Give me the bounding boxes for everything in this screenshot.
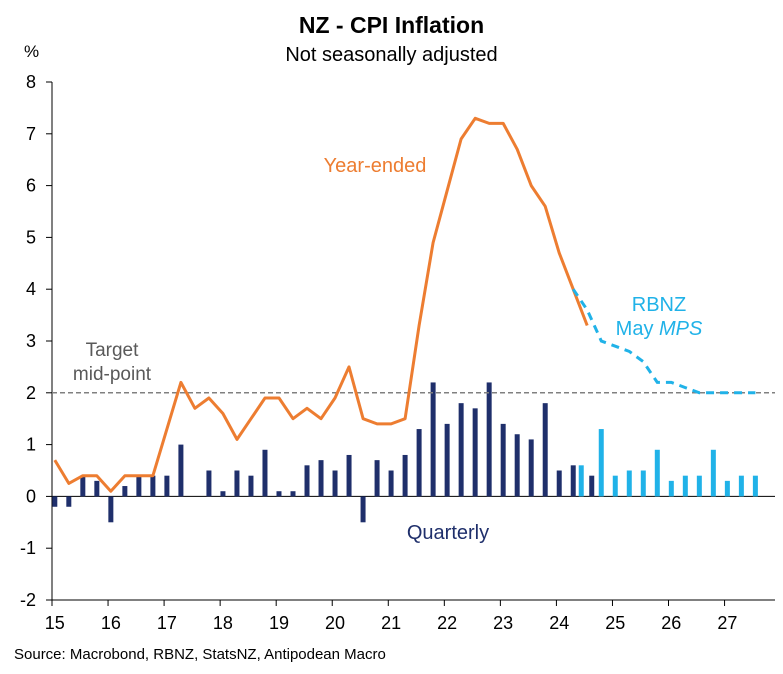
x-tick-label: 19 xyxy=(269,613,289,633)
quarterly-bar xyxy=(290,491,296,497)
quarterly-bar xyxy=(360,496,366,523)
quarterly-bar xyxy=(206,470,212,497)
x-tick-label: 17 xyxy=(157,613,177,633)
quarterly-bar xyxy=(430,382,436,497)
y-tick-label: -2 xyxy=(20,590,36,610)
quarterly-bar xyxy=(500,423,506,497)
forecast-line xyxy=(571,288,756,395)
quarterly-forecast-bar xyxy=(682,475,688,497)
x-axis: 15 16 17 18 19 20 21 22 23 24 25 26 27 xyxy=(45,495,775,633)
quarterly-bar xyxy=(80,475,86,497)
quarterly-bar xyxy=(556,470,562,497)
quarterly-forecast-bar xyxy=(710,449,716,497)
quarterly-forecast-bar xyxy=(598,429,604,497)
chart-title: NZ - CPI Inflation xyxy=(298,12,485,38)
quarterly-bar xyxy=(472,408,478,497)
quarterly-bar xyxy=(416,429,422,497)
x-tick-label: 16 xyxy=(101,613,121,633)
quarterly-forecast-bar xyxy=(696,475,702,497)
quarterly-bar xyxy=(122,486,128,497)
y-tick-label: 3 xyxy=(26,331,36,351)
target-label-line1: Target xyxy=(86,340,140,361)
quarterly-bar xyxy=(164,475,170,497)
y-tick-label: -1 xyxy=(20,538,36,558)
quarterly-bar xyxy=(220,491,226,497)
quarterly-bar xyxy=(346,454,352,497)
y-tick-label: 4 xyxy=(26,279,36,299)
quarterly-forecast-bar xyxy=(578,465,584,497)
forecast-label-line2: May MPS xyxy=(616,318,703,340)
quarterly-bar xyxy=(542,403,548,497)
quarterly-bar xyxy=(514,434,520,497)
quarterly-label: Quarterly xyxy=(407,522,489,544)
quarterly-bar xyxy=(458,403,464,497)
quarterly-bar xyxy=(444,423,450,497)
y-tick-label: 2 xyxy=(26,383,36,403)
x-tick-label: 22 xyxy=(437,613,457,633)
x-tick-label: 23 xyxy=(493,613,513,633)
quarterly-forecast-bar xyxy=(654,449,660,497)
chart-subtitle: Not seasonally adjusted xyxy=(285,44,498,66)
quarterly-forecast-bar xyxy=(752,475,758,497)
quarterly-forecast-bar xyxy=(626,470,632,497)
quarterly-bar xyxy=(402,454,408,497)
year-ended-lines xyxy=(53,116,756,493)
x-tick-label: 27 xyxy=(717,613,737,633)
quarterly-bar xyxy=(388,470,394,497)
quarterly-bar xyxy=(318,460,324,497)
forecast-label-line1: RBNZ xyxy=(632,294,686,316)
source-note: Source: Macrobond, RBNZ, StatsNZ, Antipo… xyxy=(14,646,386,663)
x-tick-label: 25 xyxy=(605,613,625,633)
x-tick-label: 20 xyxy=(325,613,345,633)
quarterly-forecast-bar xyxy=(668,480,674,497)
quarterly-forecast-bar xyxy=(612,475,618,497)
quarterly-bar xyxy=(570,465,576,497)
x-tick-label: 26 xyxy=(661,613,681,633)
quarterly-bar xyxy=(108,496,114,523)
y-axis-unit-label: % xyxy=(24,42,39,61)
forecast-label-prefix: May xyxy=(616,318,659,340)
year-ended-label: Year-ended xyxy=(324,155,427,177)
quarterly-bar xyxy=(248,475,254,497)
y-axis: -2 -1 0 1 2 3 4 5 6 7 8 xyxy=(20,72,53,610)
quarterly-bar xyxy=(262,449,268,497)
quarterly-bar xyxy=(94,480,100,497)
year-ended-line xyxy=(53,116,589,493)
x-tick-label: 18 xyxy=(213,613,233,633)
quarterly-bar xyxy=(304,465,310,497)
quarterly-bar xyxy=(234,470,240,497)
quarterly-forecast-bar xyxy=(640,470,646,497)
quarterly-bar xyxy=(589,475,595,497)
x-tick-label: 15 xyxy=(45,613,65,633)
target-label-line2: mid-point xyxy=(73,364,152,385)
annotations: % Year-ended Quarterly Target mid-point … xyxy=(24,42,703,544)
quarterly-bar xyxy=(150,475,156,497)
quarterly-bar xyxy=(276,491,282,497)
quarterly-bar xyxy=(66,496,72,507)
x-tick-label: 21 xyxy=(381,613,401,633)
quarterly-forecast-bar xyxy=(738,475,744,497)
quarterly-bar xyxy=(528,439,534,497)
quarterly-forecast-bar xyxy=(724,480,730,497)
quarterly-bar xyxy=(136,475,142,497)
quarterly-bar xyxy=(178,444,184,497)
quarterly-bars xyxy=(52,382,758,523)
y-tick-label: 1 xyxy=(26,435,36,455)
y-tick-label: 7 xyxy=(26,124,36,144)
quarterly-bar xyxy=(486,382,492,497)
quarterly-bar xyxy=(52,496,58,507)
x-tick-label: 24 xyxy=(549,613,569,633)
y-tick-label: 6 xyxy=(26,176,36,196)
quarterly-bar xyxy=(374,460,380,497)
y-tick-label: 5 xyxy=(26,227,36,247)
quarterly-bar xyxy=(332,470,338,497)
forecast-label-italic: MPS xyxy=(659,318,703,340)
y-tick-label: 0 xyxy=(26,486,36,506)
y-tick-label: 8 xyxy=(26,72,36,92)
